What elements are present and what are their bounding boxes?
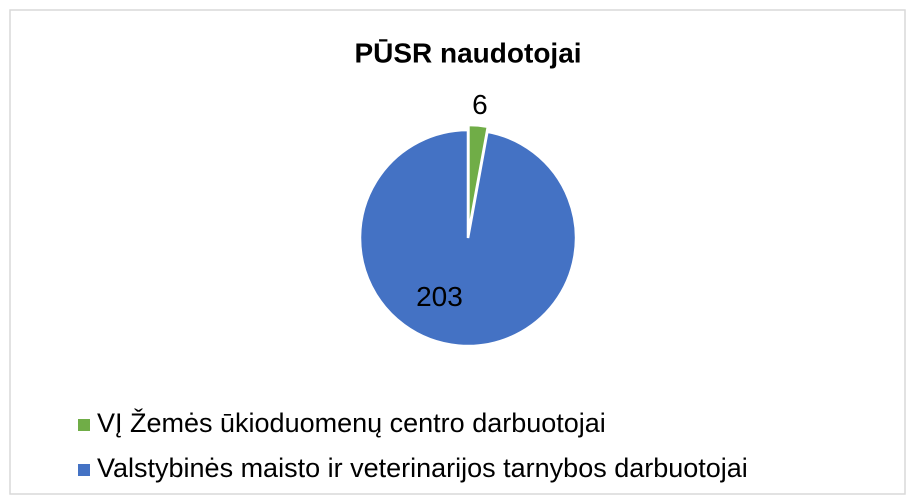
legend-label: Valstybinės maisto ir veterinarijos tarn… xyxy=(97,453,748,483)
data-label: 203 xyxy=(416,281,463,312)
legend-marker xyxy=(78,464,90,476)
legend-label: VĮ Žemės ūkioduomenų centro darbuotojai xyxy=(97,407,606,438)
pie-slice xyxy=(358,128,578,348)
legend-marker xyxy=(78,419,90,431)
data-label: 6 xyxy=(472,89,488,120)
chart-title: PŪSR naudotojai xyxy=(354,37,581,68)
